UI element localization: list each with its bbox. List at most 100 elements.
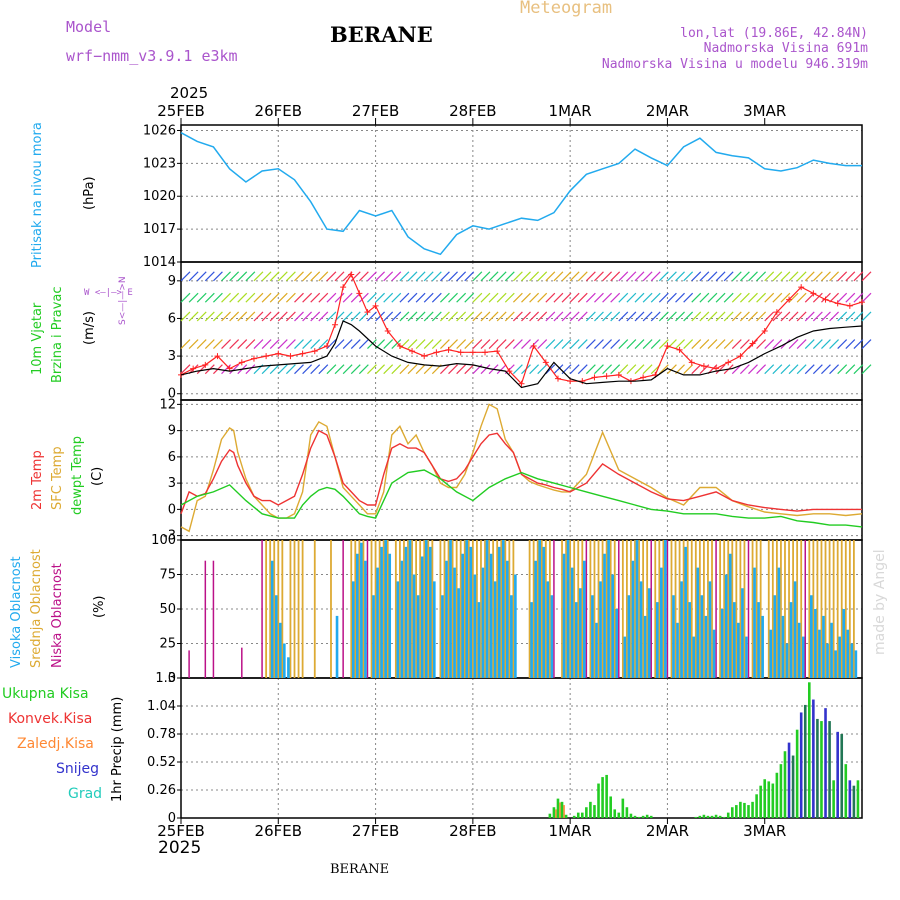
wind-barb — [488, 311, 499, 322]
wind-barb — [456, 271, 467, 282]
wind-barb — [626, 271, 637, 282]
wind-barb — [196, 364, 207, 375]
wind-barb — [456, 364, 467, 375]
wind-barb — [788, 292, 799, 303]
wind-barb — [440, 364, 450, 375]
wind-barb — [569, 364, 580, 375]
wind-barb — [504, 311, 515, 322]
wind-barb — [391, 271, 402, 282]
precip-bar — [735, 805, 738, 818]
wind-barb — [318, 364, 329, 375]
wind-barb — [764, 311, 775, 322]
wind-barb — [326, 339, 337, 349]
wind-barb — [440, 311, 450, 322]
wind-barb — [731, 339, 742, 349]
precip-bar — [714, 814, 718, 818]
y-tick-label: 1017 — [143, 222, 176, 237]
wind-barb — [772, 271, 783, 282]
precip-bar — [828, 721, 831, 818]
precip-bar — [852, 785, 856, 818]
compass-sn: S<—|—>N — [118, 276, 128, 325]
wind-barb — [723, 271, 734, 282]
wind-barb — [577, 271, 588, 282]
wind-barb — [618, 271, 629, 282]
wind-barb — [699, 311, 710, 322]
wind-barb — [845, 271, 856, 282]
wind-barb — [731, 311, 742, 322]
wind-barb — [375, 292, 385, 303]
precip-bar — [763, 779, 767, 818]
precip-bar — [787, 742, 791, 818]
temp-label-2m: 2m Temp — [30, 450, 45, 510]
wind-barb — [748, 271, 758, 282]
wind-barb — [204, 292, 215, 303]
wind-barb — [213, 311, 223, 322]
wind-barb — [415, 271, 426, 282]
precip-bar — [751, 801, 754, 818]
wind-barb — [367, 311, 377, 322]
wind-barb — [788, 271, 799, 282]
wind-barb — [237, 271, 248, 282]
wind-barb — [642, 339, 653, 349]
wind-barb — [245, 271, 256, 282]
wind-barb — [618, 311, 629, 322]
wind-barb — [658, 311, 669, 322]
precip-bar — [560, 801, 564, 818]
x-tick-label-bottom: 25FEB — [157, 822, 204, 840]
wind-barb — [756, 271, 767, 282]
precip-bar — [775, 772, 779, 818]
wind-barb — [610, 271, 621, 282]
wind-barb — [837, 339, 848, 349]
wind-barb — [253, 292, 264, 303]
wind-barb — [318, 292, 329, 303]
gust-marker — [542, 359, 549, 366]
wind-barb — [496, 364, 507, 375]
wind-barb — [310, 311, 321, 322]
wind-barb — [764, 271, 775, 282]
wind-barb — [367, 271, 377, 282]
wind-barb — [626, 339, 637, 349]
wind-barb — [837, 311, 848, 322]
wind-barb — [569, 339, 580, 349]
wind-barb — [642, 364, 653, 375]
gust-marker — [332, 321, 339, 328]
wind-barb — [845, 311, 856, 322]
wind-barb — [772, 339, 783, 349]
wind-barb — [853, 364, 864, 375]
wind-barb — [585, 311, 596, 322]
gust-marker — [190, 365, 197, 372]
wind-barb — [269, 311, 280, 322]
wind-barb — [691, 339, 702, 349]
wind-barb — [399, 271, 410, 282]
wind-barb — [529, 271, 540, 282]
precip-bar — [601, 777, 604, 818]
wind-barb — [512, 364, 523, 375]
gust-marker — [798, 284, 805, 291]
gust-marker — [810, 290, 817, 297]
wind-barb — [512, 271, 523, 282]
y-tick-label: 0 — [168, 387, 176, 402]
gust-marker — [396, 343, 403, 350]
wind-barb — [594, 271, 604, 282]
wind-barb — [545, 271, 556, 282]
wind-barb — [683, 292, 694, 303]
wind-barb — [383, 364, 394, 375]
wind-barb — [594, 364, 604, 375]
wind-barb — [602, 339, 612, 349]
wind-barb — [269, 292, 280, 303]
wind-barb — [739, 292, 750, 303]
precip-legend-total: Ukupna Kisa — [2, 686, 89, 702]
precip-bar — [581, 812, 584, 818]
wind-barb — [431, 339, 442, 349]
year-top: 2025 — [170, 84, 209, 102]
gust-marker — [494, 348, 501, 355]
wind-barb — [448, 339, 458, 349]
precip-frozen-bar — [559, 802, 561, 818]
wind-barb — [521, 271, 531, 282]
wind-barb — [715, 364, 726, 375]
wind-barb — [261, 292, 272, 303]
wind-barb — [821, 271, 831, 282]
gust-marker — [323, 343, 330, 350]
wind-barb — [213, 271, 223, 282]
gust-marker — [554, 375, 561, 382]
